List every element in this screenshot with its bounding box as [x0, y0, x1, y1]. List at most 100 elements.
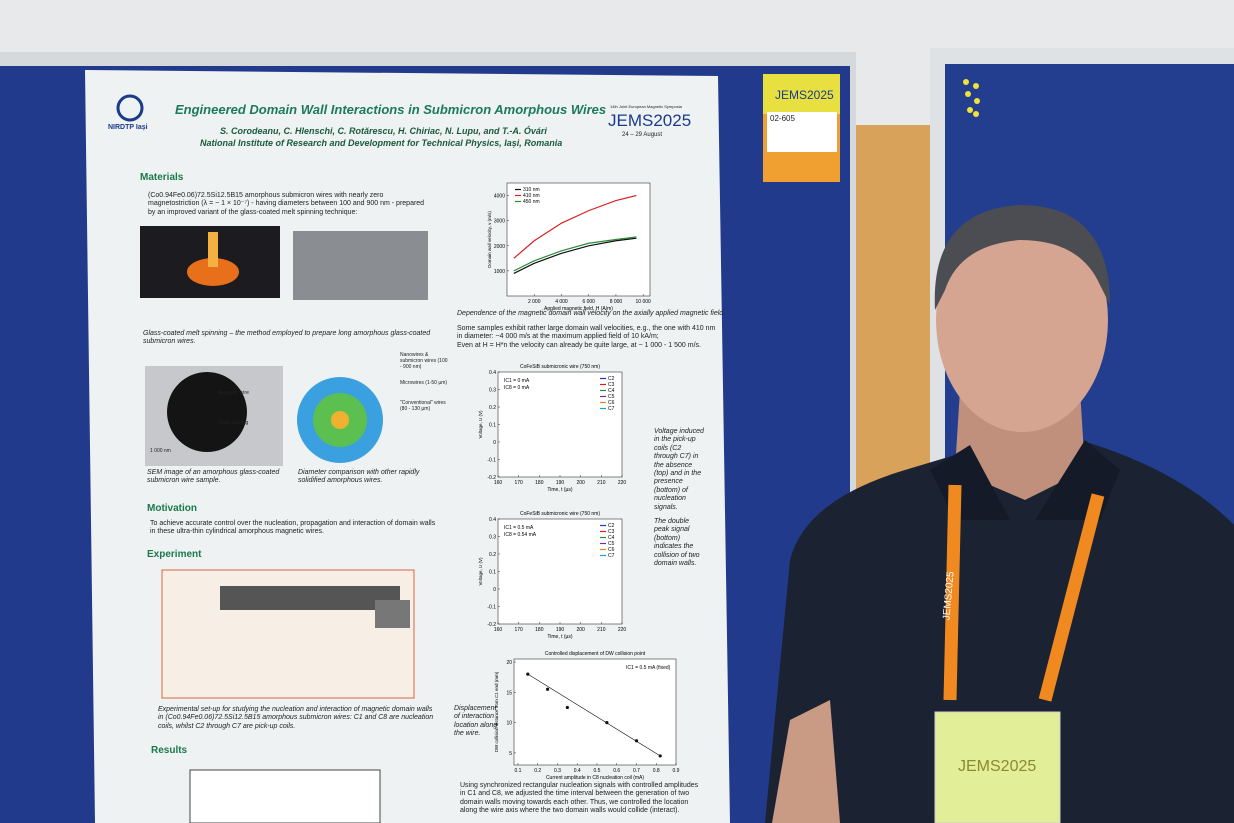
annotation: IC8 = 0 mA [504, 385, 530, 391]
x-tick-label: 4 000 [555, 299, 568, 305]
x-tick-label: 0.9 [673, 768, 680, 774]
shirt [765, 440, 1234, 823]
sem-wire [167, 372, 247, 452]
annotation: IC1 = 0 mA [504, 378, 530, 384]
collar [930, 440, 1120, 520]
legend-label: C4 [608, 388, 615, 394]
x-tick-label: 210 [597, 627, 606, 633]
y-tick-label: -0.2 [487, 475, 496, 481]
x-tick-label: 200 [576, 627, 585, 633]
y-axis-label: Voltage, U (V) [478, 557, 483, 586]
caption: SEM image of an amorphous glass-coated s… [147, 469, 280, 485]
x-tick-label: 180 [535, 627, 544, 633]
y-axis-label: Domain wall velocity, v (m/s) [487, 211, 492, 268]
x-tick-label: 0.8 [653, 768, 660, 774]
y-tick-label: 2000 [494, 244, 505, 250]
caption: Experimental set-up for studying the nuc… [158, 706, 434, 730]
point [565, 705, 569, 710]
diameter-label: "Conventional" wires (80 - 130 µm) [400, 400, 446, 412]
series-line [513, 194, 637, 259]
diameter-label: Nanowires & submicron wires (100 - 900 n… [400, 352, 448, 370]
legend-label: C3 [608, 382, 615, 388]
conference-logo: JEMS2025 [608, 111, 692, 130]
diameter-label: Microwires (1-50 µm) [400, 380, 448, 386]
sem-label: 1 000 nm [150, 448, 171, 454]
motivation-text: To achieve accurate control over the nuc… [150, 520, 436, 536]
chart-title: CoFeSiB submicronic wire (750 nm) [520, 364, 600, 370]
series-line [513, 237, 637, 274]
x-tick-label: 0.3 [554, 768, 561, 774]
x-tick-label: 6 000 [582, 299, 595, 305]
x-tick-label: 2 000 [528, 299, 541, 305]
y-tick-label: 3000 [494, 219, 505, 225]
x-tick-label: 220 [618, 627, 627, 633]
legend-label: C2 [608, 376, 615, 382]
y-tick-label: 0.2 [489, 405, 496, 411]
legend-label: C6 [608, 547, 615, 553]
section-heading: Motivation [147, 503, 197, 514]
sticker-label [767, 112, 837, 152]
annotation: IC1 = 0.5 mA [504, 525, 534, 531]
y-tick-label: 0.2 [489, 552, 496, 558]
plot-area [497, 518, 623, 625]
chart-title: Controlled displacement of DW collision … [545, 651, 646, 657]
x-tick-label: 0.7 [633, 768, 640, 774]
legend-label: C2 [608, 523, 615, 529]
x-axis-label: Time, t (µs) [547, 634, 573, 640]
x-tick-label: 190 [556, 627, 565, 633]
series-line [513, 236, 637, 272]
badge-text: JEMS2025 [958, 758, 1037, 775]
results-chart [189, 769, 381, 823]
sticker-code: 02-605 [770, 114, 795, 123]
section-heading: Materials [140, 172, 184, 183]
melt-stream [208, 232, 218, 267]
point [658, 754, 662, 758]
setup-computer [375, 600, 410, 628]
authors: S. Corodeanu, C. Hlenschi, C. Rotărescu,… [220, 126, 547, 136]
legend-label: C6 [608, 400, 615, 406]
legend-label: C7 [608, 406, 615, 412]
badge [934, 711, 1061, 823]
photo-spinner [293, 231, 428, 300]
annotation: IC8 = 0.54 mA [504, 532, 537, 538]
pins [963, 79, 980, 117]
x-axis-label: Time, t (µs) [547, 487, 573, 493]
x-tick-label: 8 000 [610, 299, 623, 305]
y-tick-label: 0 [493, 587, 496, 593]
y-tick-label: 1000 [494, 269, 505, 275]
y-tick-label: -0.1 [487, 605, 496, 611]
y-tick-label: 0.3 [489, 388, 496, 394]
y-tick-label: -0.2 [487, 622, 496, 628]
y-tick-label: 15 [506, 690, 512, 696]
conference-dates: 24 – 29 August [622, 132, 663, 138]
x-tick-label: 170 [514, 627, 523, 633]
legend-label: C3 [608, 529, 615, 535]
side-note: The double peak signal (bottom) indicate… [654, 518, 700, 567]
x-tick-label: 200 [576, 480, 585, 486]
section-heading: Results [151, 745, 188, 756]
section-heading: Experiment [147, 549, 202, 560]
annotation: IC1 = 0.5 mA (fixed) [626, 665, 671, 671]
y-tick-label: 4000 [494, 194, 505, 200]
x-tick-label: 0.2 [534, 768, 541, 774]
x-tick-label: 190 [556, 480, 565, 486]
x-tick-label: 170 [514, 480, 523, 486]
legend-label: 410 nm [523, 193, 540, 199]
logo-mark [116, 94, 144, 122]
arm [772, 700, 840, 823]
y-tick-label: -0.1 [487, 458, 496, 464]
x-tick-label: 10 000 [636, 299, 652, 305]
plot-area [513, 658, 677, 766]
x-axis-label: Applied magnetic field, H (A/m) [544, 306, 613, 312]
y-tick-label: 0.1 [489, 423, 496, 429]
side-note: Voltage induced in the pick-up coils (C2… [654, 428, 704, 511]
y-axis-label: DW collision distance from C1 end (mm) [494, 671, 499, 752]
setup-coils [220, 586, 400, 610]
y-tick-label: 0.3 [489, 535, 496, 541]
x-tick-label: 0.5 [593, 768, 600, 774]
caption: Diameter comparison with other rapidly s… [298, 469, 420, 485]
legend-label: 310 nm [523, 187, 540, 193]
y-tick-label: 20 [506, 660, 512, 666]
melt-glow [187, 258, 239, 286]
